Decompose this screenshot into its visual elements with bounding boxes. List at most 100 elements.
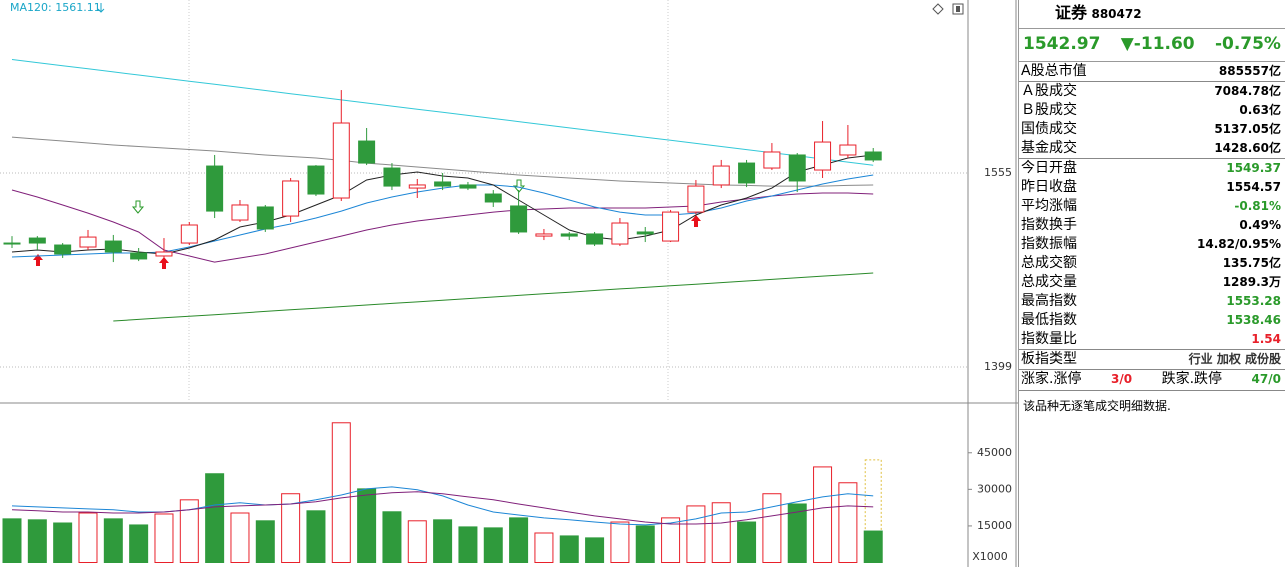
volume-bar [2, 518, 22, 564]
volume-bar [762, 493, 782, 563]
volume-bar [559, 535, 579, 564]
stat-value: -0.81% [1234, 199, 1281, 213]
down-label: 跌家.跌停 [1161, 371, 1223, 387]
ma-line [113, 272, 874, 322]
stat-row: 最高指数 1553.28 [1019, 292, 1285, 311]
candle-body [510, 205, 528, 233]
candle-body [104, 240, 122, 253]
window-icon[interactable] [952, 3, 964, 15]
stat-value: 1549.37 [1226, 161, 1281, 175]
candle-body [307, 165, 325, 195]
candle-body [231, 204, 249, 221]
volume-bar [661, 517, 681, 564]
code: 880472 [1091, 7, 1142, 21]
candle-body [54, 244, 72, 255]
volume-bar [407, 520, 427, 563]
candle-body [256, 206, 274, 230]
y-tick-label: 45000 [977, 446, 1012, 459]
ma-arrow [97, 3, 105, 13]
chart: MA120: 1561.11 1399 1555 15000 30000 45000 X1… [0, 0, 1018, 567]
change-pct: -0.75% [1214, 34, 1281, 54]
up-label: 涨家.涨停 [1021, 371, 1082, 387]
volume-bar [509, 517, 529, 564]
volume-bar [686, 505, 706, 564]
stat-row: 指数换手 0.49% [1019, 216, 1285, 235]
stat-row: 基金成交 1428.60亿 [1019, 139, 1285, 159]
buy-signal [691, 215, 701, 227]
ma-line [11, 189, 874, 263]
quote-row: 1542.97 ▼-11.60 -0.75% [1019, 29, 1285, 62]
unit-label: X1000 [972, 550, 1008, 563]
up-value: 3/0 [1110, 372, 1133, 386]
volume-bar [78, 512, 98, 563]
volume-bar [281, 493, 301, 563]
volume-bar [610, 521, 630, 564]
volume-estimate [864, 459, 882, 563]
stat-value: 0.49% [1239, 218, 1281, 232]
candle-body [662, 211, 680, 242]
toggle-icon[interactable] [932, 3, 944, 15]
volume-bar [635, 525, 655, 564]
signals [33, 179, 701, 269]
volume-bar [357, 488, 377, 563]
volume-bar [737, 521, 757, 564]
candle-body [180, 224, 198, 244]
candle-body [358, 140, 376, 164]
volume-bar [306, 510, 326, 564]
stat-value: 135.75亿 [1222, 256, 1281, 270]
stat-value: 1538.46 [1226, 313, 1281, 327]
volume-bar [787, 503, 807, 564]
volume-bar [53, 522, 73, 564]
volume-bar [205, 473, 225, 563]
volume-bar [863, 530, 883, 563]
candle-body [155, 251, 173, 257]
stat-label: 指数换手 [1021, 217, 1077, 233]
volume-bar [534, 532, 554, 564]
stat-row: Ｂ股成交 0.63亿 [1019, 101, 1285, 120]
stat-row: 最低指数 1538.46 [1019, 311, 1285, 330]
stat-label: 今日开盘 [1021, 160, 1077, 176]
sell-signal [512, 179, 526, 193]
stat-label: Ａ股成交 [1021, 83, 1077, 99]
y-tick-label: 1555 [984, 166, 1012, 179]
ma-line [11, 59, 874, 166]
ma-line [11, 486, 874, 526]
stat-label: 板指类型 [1021, 351, 1077, 367]
stat-label: 总成交额 [1021, 255, 1077, 271]
candle-body [434, 181, 452, 187]
candle-body [636, 231, 654, 235]
stat-value: 1553.28 [1226, 294, 1281, 308]
stat-value: 14.82/0.95% [1197, 237, 1281, 251]
candle-body [3, 242, 21, 245]
header: 证券 880472 [1019, 0, 1285, 29]
stat-value: 0.63亿 [1239, 103, 1281, 117]
stat-row: A股总市值 885557亿 [1019, 62, 1285, 82]
note: 该品种无逐笔成交明细数据. [1023, 399, 1171, 413]
stats: A股总市值 885557亿 Ａ股成交 7084.78亿 Ｂ股成交 0.63亿 国债成交 513… [1019, 62, 1285, 370]
buy-signal [159, 257, 169, 269]
stat-row: 指数量比 1.54 [1019, 330, 1285, 350]
stat-label: 指数振幅 [1021, 236, 1077, 252]
stat-value: 1289.3万 [1222, 275, 1281, 289]
candle-body [408, 184, 426, 189]
stat-value: 行业 加权 成份股 [1188, 352, 1281, 366]
volume-bar [103, 518, 123, 564]
breadth: 涨家.涨停 3/0 跌家.跌停 47/0 [1019, 370, 1285, 391]
stat-label: 平均涨幅 [1021, 198, 1077, 214]
stat-label: 基金成交 [1021, 140, 1077, 156]
candle-body [535, 233, 553, 237]
down-value: 47/0 [1251, 372, 1281, 386]
candle-body [206, 165, 224, 212]
volume-bar [129, 524, 149, 563]
candle-body [788, 154, 806, 182]
buy-signal [33, 254, 43, 266]
candle-body [738, 162, 756, 184]
candle-body [484, 193, 502, 203]
candle-body [586, 233, 604, 245]
volume-bar [27, 519, 47, 563]
stat-row: 指数振幅 14.82/0.95% [1019, 235, 1285, 254]
stat-label: 最高指数 [1021, 293, 1077, 309]
stat-row: 昨日收盘 1554.57 [1019, 178, 1285, 197]
ma-line [11, 491, 874, 525]
stat-value: 885557亿 [1218, 64, 1281, 78]
